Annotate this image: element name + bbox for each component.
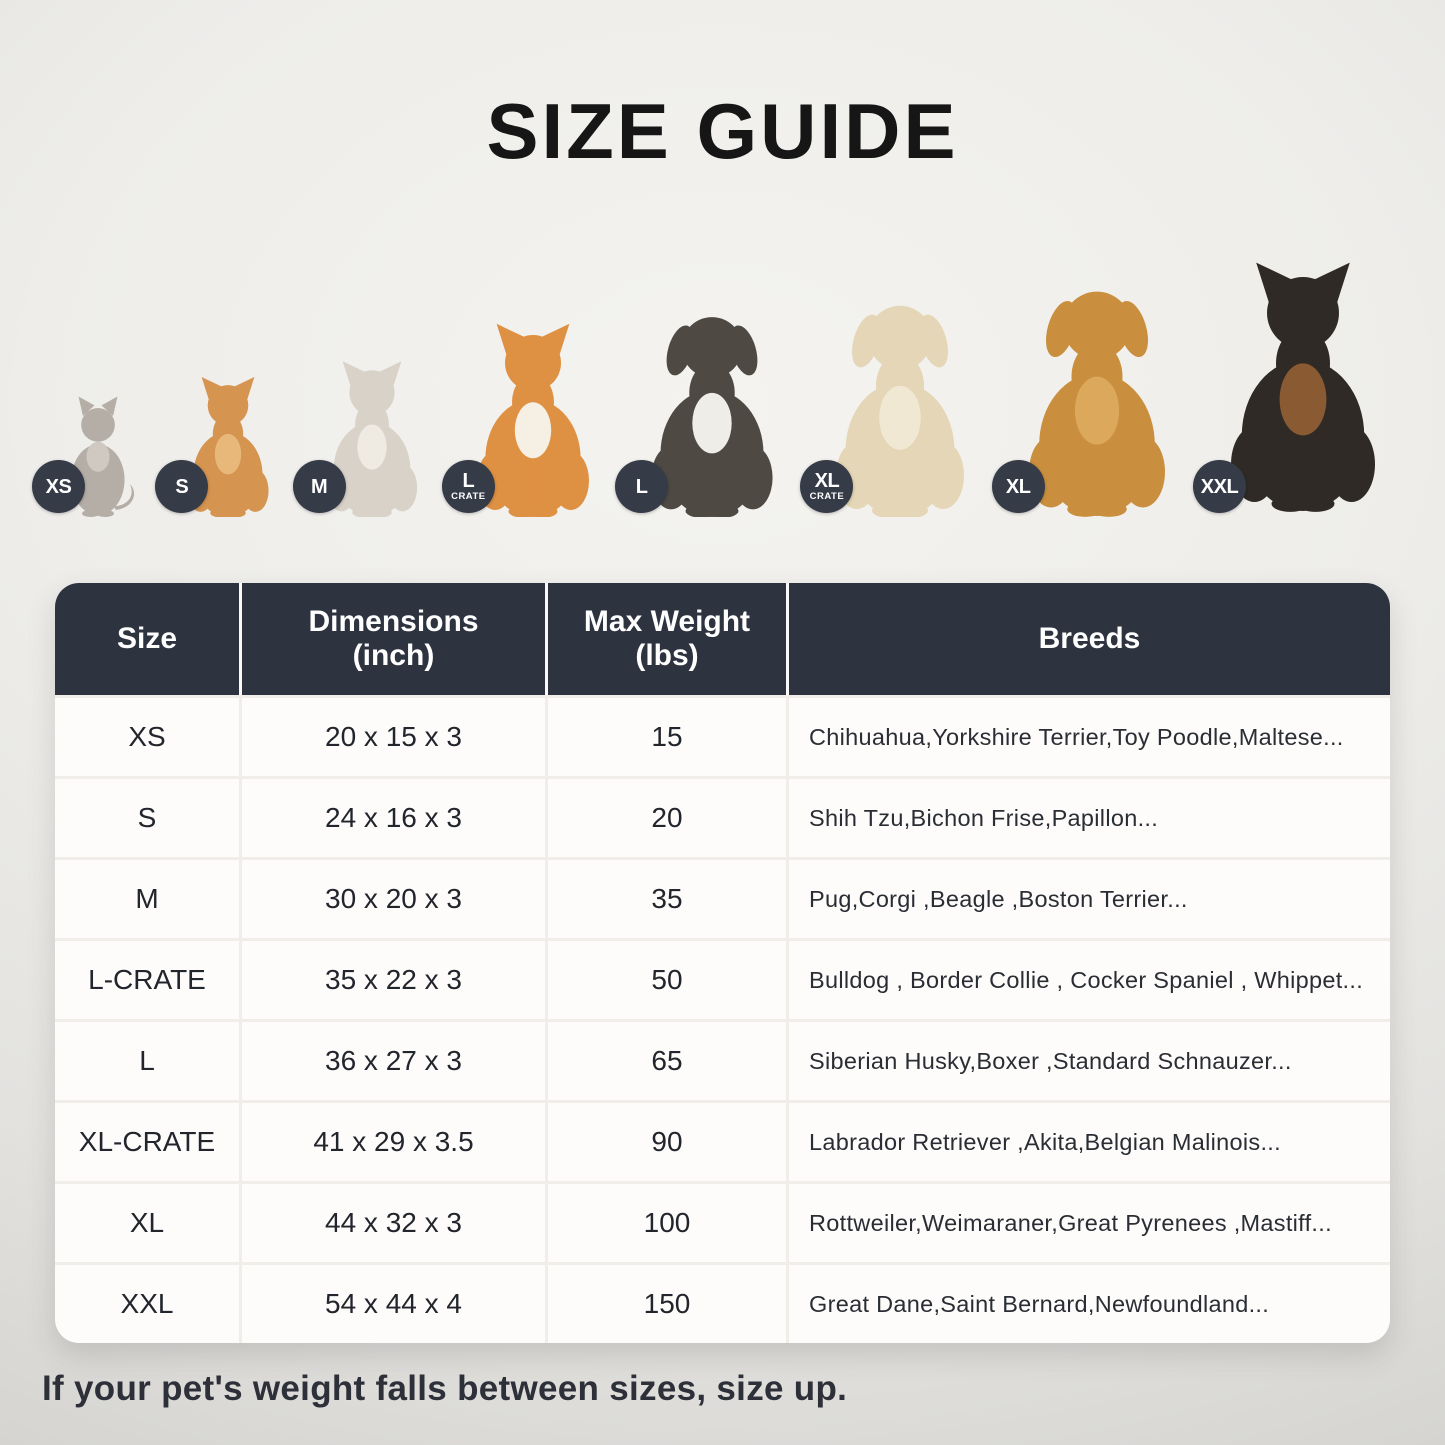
pet-golden-retriever: XL [991,277,1182,517]
pet-size-lineup: XS S M L CRATE [32,249,1393,517]
size-badge-label: M [310,475,328,498]
size-badge-l: L [615,460,669,513]
pet-shiba-inu: L CRATE [441,321,604,517]
size-table: Size Dimensions (inch) Max Weight (lbs) … [55,583,1390,1343]
cell-dimensions: 36 x 27 x 3 [242,1022,548,1100]
pet-labrador: XL CRATE [800,293,980,517]
cell-dimensions: 44 x 32 x 3 [242,1184,548,1262]
cell-max-weight: 35 [548,860,789,938]
cell-size: XXL [55,1265,242,1343]
size-badge-sublabel: CRATE [809,491,845,503]
size-badge-label: S [175,475,189,498]
cell-size: XL [55,1184,242,1262]
table-row: M 30 x 20 x 3 35 Pug,Corgi ,Beagle ,Bost… [55,857,1390,938]
page-title: SIZE GUIDE [486,87,959,175]
pet-pomeranian: S [155,375,281,517]
cell-dimensions: 30 x 20 x 3 [242,860,548,938]
header-dimensions: Dimensions (inch) [242,583,548,695]
size-badge-label: XXL [1200,475,1239,498]
pet-french-bulldog: M [292,359,431,517]
table-row: L 36 x 27 x 3 65 Siberian Husky,Boxer ,S… [55,1019,1390,1100]
table-row: L-CRATE 35 x 22 x 3 50 Bulldog , Border … [55,938,1390,1019]
size-badge-xs: XS [32,460,85,513]
size-badge-label: L [462,470,475,493]
size-badge-xxl: XXL [1192,460,1246,513]
size-badge-m: M [292,460,346,513]
table-row: XL 44 x 32 x 3 100 Rottweiler,Weimaraner… [55,1181,1390,1262]
size-badge-xl-crate: XL CRATE [800,460,854,513]
header-size: Size [55,583,242,695]
cell-max-weight: 50 [548,941,789,1019]
cell-max-weight: 15 [548,698,789,776]
cell-max-weight: 150 [548,1265,789,1343]
cell-breeds: Rottweiler,Weimaraner,Great Pyrenees ,Ma… [809,1209,1332,1236]
sizing-note: If your pet's weight falls between sizes… [42,1369,848,1408]
cell-dimensions: 41 x 29 x 3.5 [242,1103,548,1181]
table-row: S 24 x 16 x 3 20 Shih Tzu,Bichon Frise,P… [55,776,1390,857]
header-breeds: Breeds [1038,621,1141,655]
cell-breeds: Labrador Retriever ,Akita,Belgian Malino… [809,1128,1281,1155]
size-badge-label: XL [1005,475,1031,498]
cell-breeds: Chihuahua,Yorkshire Terrier,Toy Poodle,M… [809,723,1344,750]
cell-size: L [55,1022,242,1100]
cell-size: M [55,860,242,938]
cell-size: S [55,779,242,857]
cell-breeds: Great Dane,Saint Bernard,Newfoundland... [809,1290,1270,1317]
size-badge-label: XS [45,475,72,498]
cell-dimensions: 24 x 16 x 3 [242,779,548,857]
table-row: XXL 54 x 44 x 4 150 Great Dane,Saint Ber… [55,1262,1390,1343]
table-row: XL-CRATE 41 x 29 x 3.5 90 Labrador Retri… [55,1100,1390,1181]
table-row: XS 20 x 15 x 3 15 Chihuahua,Yorkshire Te… [55,695,1390,776]
cell-size: XS [55,698,242,776]
cell-dimensions: 35 x 22 x 3 [242,941,548,1019]
cell-max-weight: 20 [548,779,789,857]
cell-size: L-CRATE [55,941,242,1019]
cell-dimensions: 20 x 15 x 3 [242,698,548,776]
cell-max-weight: 65 [548,1022,789,1100]
size-badge-l-crate: L CRATE [441,460,495,513]
pet-border-collie: L [615,305,789,517]
cell-max-weight: 90 [548,1103,789,1181]
cell-breeds: Pug,Corgi ,Beagle ,Boston Terrier... [809,885,1188,912]
cell-breeds: Bulldog , Border Collie , Cocker Spaniel… [809,966,1364,993]
size-badge-label: XL [814,470,840,493]
pet-cat: XS [32,393,144,517]
cell-size: XL-CRATE [55,1103,242,1181]
pet-doberman: XXL [1192,253,1393,517]
size-badge-s: S [155,460,209,513]
cell-max-weight: 100 [548,1184,789,1262]
size-badge-label: L [635,475,648,498]
header-max-weight: Max Weight (lbs) [548,583,789,695]
table-header: Size Dimensions (inch) Max Weight (lbs) … [55,583,1390,695]
cell-dimensions: 54 x 44 x 4 [242,1265,548,1343]
size-badge-sublabel: CRATE [451,491,486,503]
cell-breeds: Shih Tzu,Bichon Frise,Papillon... [809,804,1159,831]
size-badge-xl: XL [991,460,1045,513]
cell-breeds: Siberian Husky,Boxer ,Standard Schnauzer… [809,1047,1292,1074]
